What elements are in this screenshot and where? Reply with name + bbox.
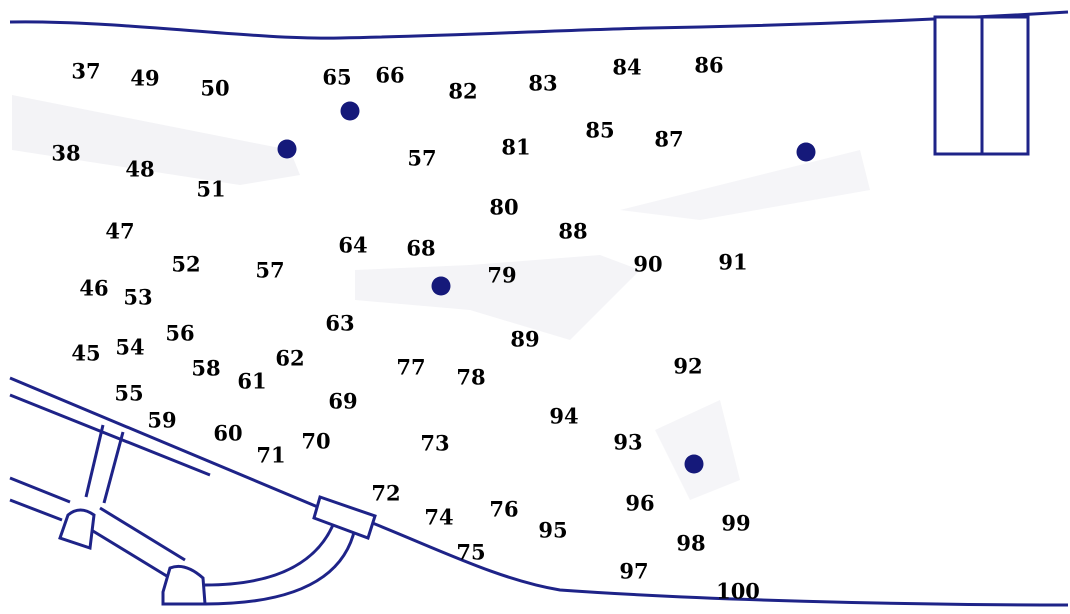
plot-number: 76 bbox=[489, 499, 518, 520]
tree-dot bbox=[278, 140, 297, 159]
gate-structure bbox=[60, 510, 94, 548]
tree-dot bbox=[341, 102, 360, 121]
plot-number: 84 bbox=[612, 57, 641, 78]
plot-number: 63 bbox=[325, 313, 354, 334]
plot-number: 56 bbox=[165, 323, 194, 344]
top-boundary-line bbox=[10, 12, 1068, 38]
plot-number: 83 bbox=[528, 73, 557, 94]
shaded-area bbox=[655, 400, 740, 500]
plot-number: 100 bbox=[716, 581, 760, 602]
plot-number: 80 bbox=[489, 197, 518, 218]
plot-number: 53 bbox=[123, 287, 152, 308]
plot-number: 47 bbox=[105, 221, 134, 242]
pavilion-outline bbox=[314, 497, 375, 538]
plot-number: 95 bbox=[538, 520, 567, 541]
plot-number: 90 bbox=[633, 254, 662, 275]
plot-number: 58 bbox=[191, 358, 220, 379]
plot-number: 50 bbox=[200, 78, 229, 99]
plot-number: 98 bbox=[676, 533, 705, 554]
plot-number: 57 bbox=[407, 148, 436, 169]
plot-number: 45 bbox=[71, 343, 100, 364]
plot-number: 57 bbox=[255, 260, 284, 281]
plot-number: 75 bbox=[456, 542, 485, 563]
lower-boundary-line bbox=[10, 395, 210, 475]
plot-number: 65 bbox=[322, 67, 351, 88]
plot-number: 72 bbox=[371, 483, 400, 504]
shaded-area bbox=[620, 150, 870, 220]
plot-number: 49 bbox=[130, 68, 159, 89]
plot-number: 66 bbox=[375, 65, 404, 86]
plot-number: 82 bbox=[448, 81, 477, 102]
plot-number: 96 bbox=[625, 493, 654, 514]
plot-number: 87 bbox=[654, 129, 683, 150]
plot-number: 48 bbox=[125, 159, 154, 180]
plot-number: 99 bbox=[721, 513, 750, 534]
plot-number: 92 bbox=[673, 356, 702, 377]
plot-number: 88 bbox=[558, 221, 587, 242]
plot-number: 74 bbox=[424, 507, 453, 528]
plot-number: 79 bbox=[487, 265, 516, 286]
plot-number: 71 bbox=[256, 445, 285, 466]
plot-number: 51 bbox=[196, 179, 225, 200]
plot-number: 85 bbox=[585, 120, 614, 141]
gate-structure bbox=[163, 566, 205, 604]
plot-number: 68 bbox=[406, 238, 435, 259]
plot-number: 64 bbox=[338, 235, 367, 256]
plot-number: 86 bbox=[694, 55, 723, 76]
plot-number: 38 bbox=[51, 143, 80, 164]
plot-number: 52 bbox=[171, 254, 200, 275]
plot-number: 73 bbox=[420, 433, 449, 454]
plot-number: 60 bbox=[213, 423, 242, 444]
plot-number: 93 bbox=[613, 432, 642, 453]
tree-dot bbox=[685, 455, 704, 474]
tree-dot bbox=[797, 143, 816, 162]
plot-number: 55 bbox=[114, 383, 143, 404]
curved-walkway-inner bbox=[205, 520, 335, 585]
plot-number: 46 bbox=[79, 278, 108, 299]
curved-walkway-outer bbox=[205, 528, 355, 604]
plot-number: 78 bbox=[456, 367, 485, 388]
plot-number: 54 bbox=[115, 337, 144, 358]
path-edge bbox=[104, 432, 123, 503]
plot-number: 77 bbox=[396, 357, 425, 378]
plot-number: 62 bbox=[275, 348, 304, 369]
plot-number: 61 bbox=[237, 371, 266, 392]
plot-number: 94 bbox=[549, 406, 578, 427]
path-edge bbox=[86, 425, 103, 497]
plot-number: 59 bbox=[147, 410, 176, 431]
tree-dot bbox=[432, 277, 451, 296]
plot-number: 91 bbox=[718, 252, 747, 273]
plot-number: 97 bbox=[619, 561, 648, 582]
plot-number: 69 bbox=[328, 391, 357, 412]
path-edge bbox=[10, 478, 70, 502]
path-edge bbox=[100, 508, 185, 560]
path-edge bbox=[88, 528, 170, 578]
plot-number: 37 bbox=[71, 61, 100, 82]
path-edge bbox=[10, 500, 62, 520]
plot-number: 70 bbox=[301, 431, 330, 452]
plot-number: 81 bbox=[501, 137, 530, 158]
plot-number: 89 bbox=[510, 329, 539, 350]
